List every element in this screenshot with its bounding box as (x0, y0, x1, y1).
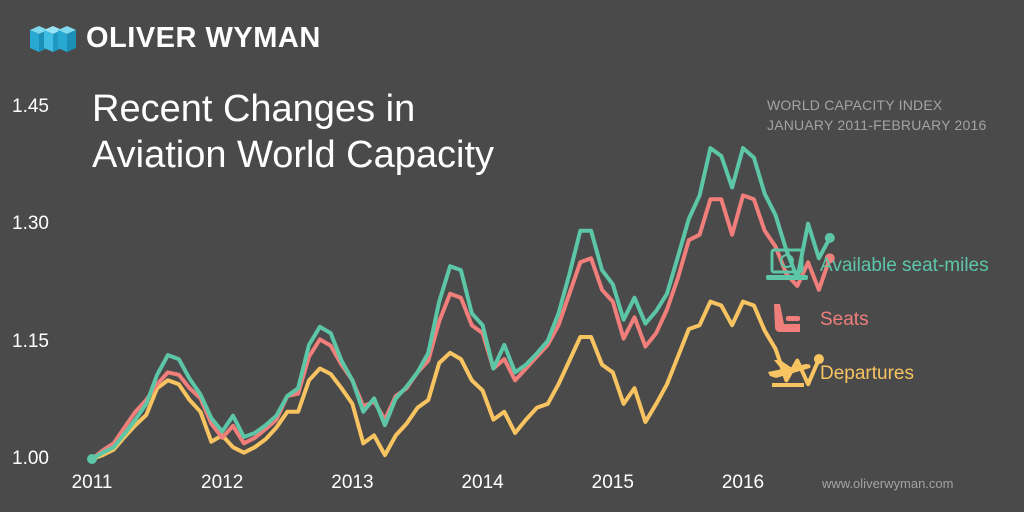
y-tick-label: 1.45 (12, 96, 49, 117)
series-end-point (824, 232, 835, 243)
plane-wing (774, 360, 792, 370)
y-tick-label: 1.15 (12, 331, 49, 352)
legend-label: Available seat-miles (820, 255, 989, 276)
legend: Available seat-miles Seats Departures (766, 248, 989, 387)
x-tick-label: 2014 (461, 472, 504, 493)
laptop-globe (780, 254, 794, 268)
x-tick-label: 2011 (72, 472, 113, 493)
chart-subtitle-line-1: WORLD CAPACITY INDEX (767, 97, 943, 113)
chart-title: Recent Changes in Aviation World Capacit… (92, 86, 494, 178)
brand-logo: OLIVER WYMAN (30, 22, 321, 55)
chart-subtitle-line-2: JANUARY 2011-FEBRUARY 2016 (767, 117, 987, 133)
x-axis-ticks: 2011 2012 2013 2014 2015 2016 (72, 472, 765, 493)
x-tick-label: 2015 (592, 472, 634, 493)
chart-title-line-1: Recent Changes in (92, 88, 416, 130)
series-lines (87, 146, 835, 464)
seat-icon (774, 304, 800, 332)
series-end-point (813, 354, 824, 365)
y-tick-label: 1.00 (12, 448, 49, 469)
legend-label: Departures (820, 363, 914, 384)
chart-subtitle: WORLD CAPACITY INDEX JANUARY 2011-FEBRUA… (767, 95, 986, 135)
x-tick-label: 2012 (201, 472, 243, 493)
series-line (90, 193, 832, 461)
y-axis-ticks: 1.00 1.15 1.30 1.45 (12, 96, 49, 469)
laptop-base (766, 275, 808, 280)
y-tick-label: 1.30 (12, 213, 49, 234)
x-tick-label: 2016 (722, 472, 764, 493)
laptop-icon (766, 248, 808, 280)
website-url[interactable]: www.oliverwyman.com (822, 476, 954, 491)
oliver-wyman-logo-icon (30, 25, 76, 52)
series-start-point (87, 454, 97, 464)
legend-label: Seats (820, 309, 869, 330)
plane-icon (768, 360, 811, 387)
laptop-screen (770, 248, 804, 274)
series-line (90, 146, 832, 461)
seat-armrest (786, 316, 800, 321)
series-line (90, 299, 821, 461)
brand-name: OLIVER WYMAN (86, 22, 321, 54)
plane-body (768, 364, 811, 378)
series-end-point (824, 253, 835, 264)
seat-shape (774, 304, 800, 332)
chart-title-line-2: Aviation World Capacity (92, 134, 495, 176)
plane-ground (772, 383, 804, 387)
x-tick-label: 2013 (331, 472, 373, 493)
